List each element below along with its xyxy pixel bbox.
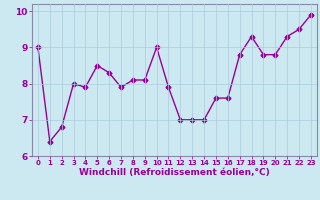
X-axis label: Windchill (Refroidissement éolien,°C): Windchill (Refroidissement éolien,°C) — [79, 168, 270, 177]
